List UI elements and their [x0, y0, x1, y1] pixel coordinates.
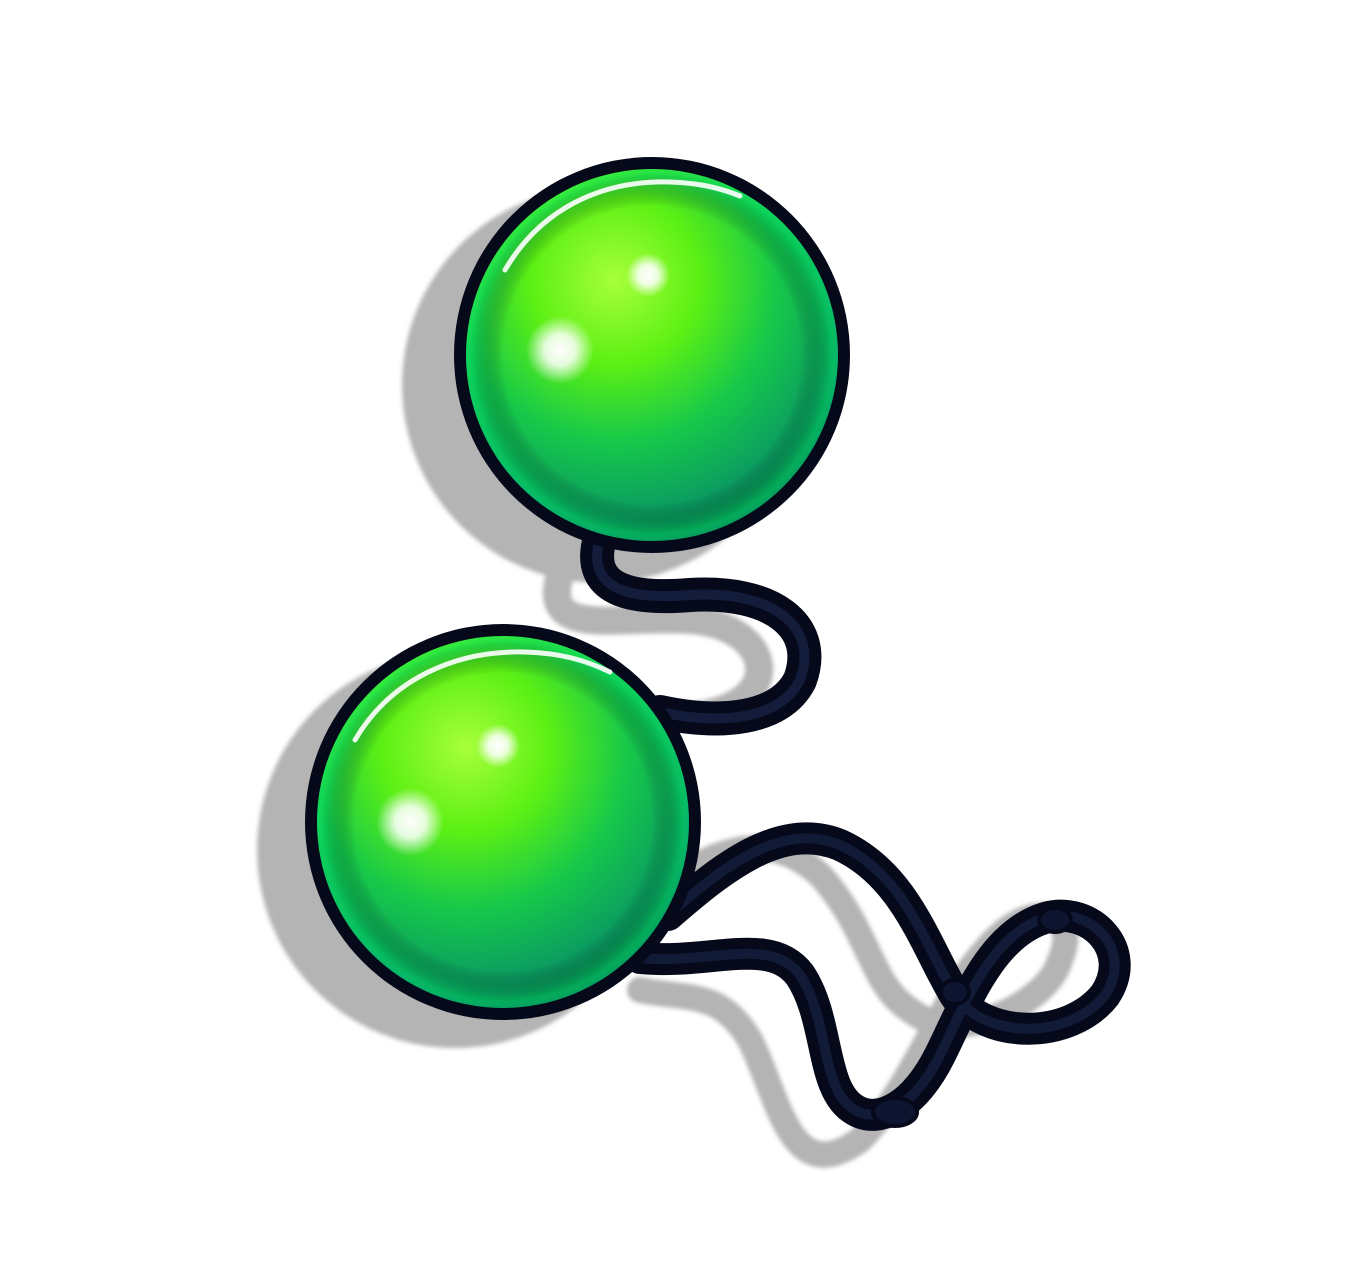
upper-ball: [454, 157, 850, 553]
lower-ball: [305, 624, 701, 1020]
cord-knot: [939, 978, 971, 1006]
upper-ball-glint-large: [526, 316, 594, 384]
upper-ball-rim-highlight: [502, 179, 743, 273]
connecting-cord-highlight: [592, 533, 810, 724]
upper-ball-glint-small: [626, 253, 670, 297]
cord-knot: [871, 1096, 919, 1128]
cord-knot: [1037, 906, 1073, 934]
lower-ball-glint-large: [376, 788, 444, 856]
lower-ball-rim-highlight: [352, 649, 613, 743]
lower-ball-glint-small: [476, 724, 520, 768]
cord-group: [580, 521, 1131, 1131]
